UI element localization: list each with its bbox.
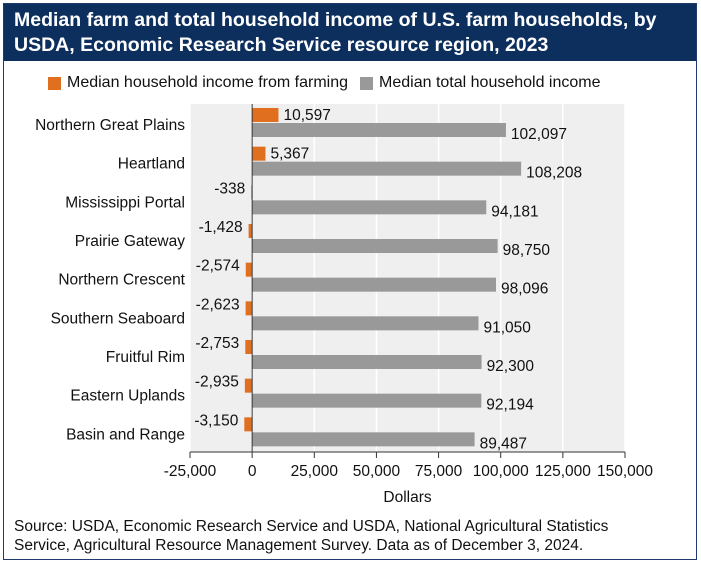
bar-total	[252, 432, 475, 447]
bar-total	[252, 393, 482, 408]
category-label: Basin and Range	[66, 426, 185, 443]
chart-title-line2: USDA, Economic Research Service resource…	[14, 34, 549, 56]
legend-label-farming: Median household income from farming	[67, 74, 349, 91]
data-label-total: 108,208	[526, 165, 582, 182]
data-label-total: 92,300	[487, 358, 535, 375]
category-label: Mississippi Portal	[65, 194, 185, 211]
bar-total	[252, 316, 479, 331]
bar-farming	[244, 417, 253, 432]
data-label-total: 91,050	[483, 319, 531, 336]
x-tick-label: 0	[248, 463, 257, 480]
data-label-farming: -3,150	[194, 412, 238, 429]
data-label-farming: -1,428	[199, 219, 243, 236]
category-label: Fruitful Rim	[106, 349, 185, 366]
category-label: Northern Great Plains	[35, 117, 185, 134]
legend-swatch-farming	[48, 76, 61, 90]
source-line2: Service, Agricultural Resource Managemen…	[14, 537, 584, 554]
legend-label-total: Median total household income	[379, 74, 601, 91]
data-label-farming: -2,623	[196, 296, 240, 313]
bar-total	[252, 355, 482, 369]
data-label-total: 92,194	[486, 397, 534, 414]
data-label-total: 94,181	[491, 203, 538, 220]
x-tick-label: 75,000	[415, 463, 463, 480]
data-label-farming: -2,753	[195, 335, 239, 352]
bar-farming	[252, 108, 279, 122]
data-label-farming: 10,597	[283, 107, 330, 124]
bar-total	[252, 277, 496, 292]
data-label-total: 98,096	[501, 281, 548, 298]
x-axis-title: Dollars	[383, 489, 431, 506]
data-label-farming: -338	[214, 180, 245, 197]
bar-total	[252, 200, 487, 215]
bar-farming	[244, 378, 253, 393]
legend-swatch-total	[360, 76, 374, 90]
bar-farming	[245, 262, 253, 277]
bar-total	[252, 161, 522, 176]
x-tick-label: 100,000	[473, 463, 529, 480]
x-tick-label: 50,000	[353, 463, 401, 480]
category-label: Northern Crescent	[58, 272, 185, 289]
legend: Median household income from farming Med…	[48, 74, 601, 92]
category-label: Eastern Uplands	[70, 388, 185, 405]
plot-area: -25,000 0 25,000 50,000 75,000 100,000 125,000…	[35, 104, 653, 506]
data-label-total: 89,487	[480, 435, 527, 452]
category-label: Southern Seaboard	[51, 310, 185, 327]
bar-farming	[245, 301, 253, 316]
x-tick-label: 125,000	[535, 463, 591, 480]
x-tick-label: 150,000	[597, 463, 653, 480]
title-banner: Median farm and total household income o…	[4, 4, 696, 61]
source-line1: Source: USDA, Economic Research Service …	[14, 518, 609, 535]
bar-total	[252, 239, 498, 253]
data-label-total: 102,097	[511, 126, 567, 143]
category-label: Prairie Gateway	[75, 233, 186, 250]
x-tick-label: -25,000	[164, 463, 217, 480]
data-label-farming: -2,574	[196, 258, 240, 275]
data-label-farming: 5,367	[270, 146, 309, 163]
bar-total	[252, 123, 506, 137]
chart-frame: Median farm and total household income o…	[3, 3, 697, 560]
x-tick-label: 25,000	[291, 463, 339, 480]
category-label: Heartland	[118, 156, 185, 173]
data-label-farming: -2,935	[195, 374, 239, 391]
bar-farming	[252, 146, 266, 161]
bar-farming	[245, 340, 253, 354]
bar-farming	[248, 224, 253, 238]
data-label-total: 98,750	[503, 242, 551, 259]
chart-title-line1: Median farm and total household income o…	[14, 9, 657, 31]
